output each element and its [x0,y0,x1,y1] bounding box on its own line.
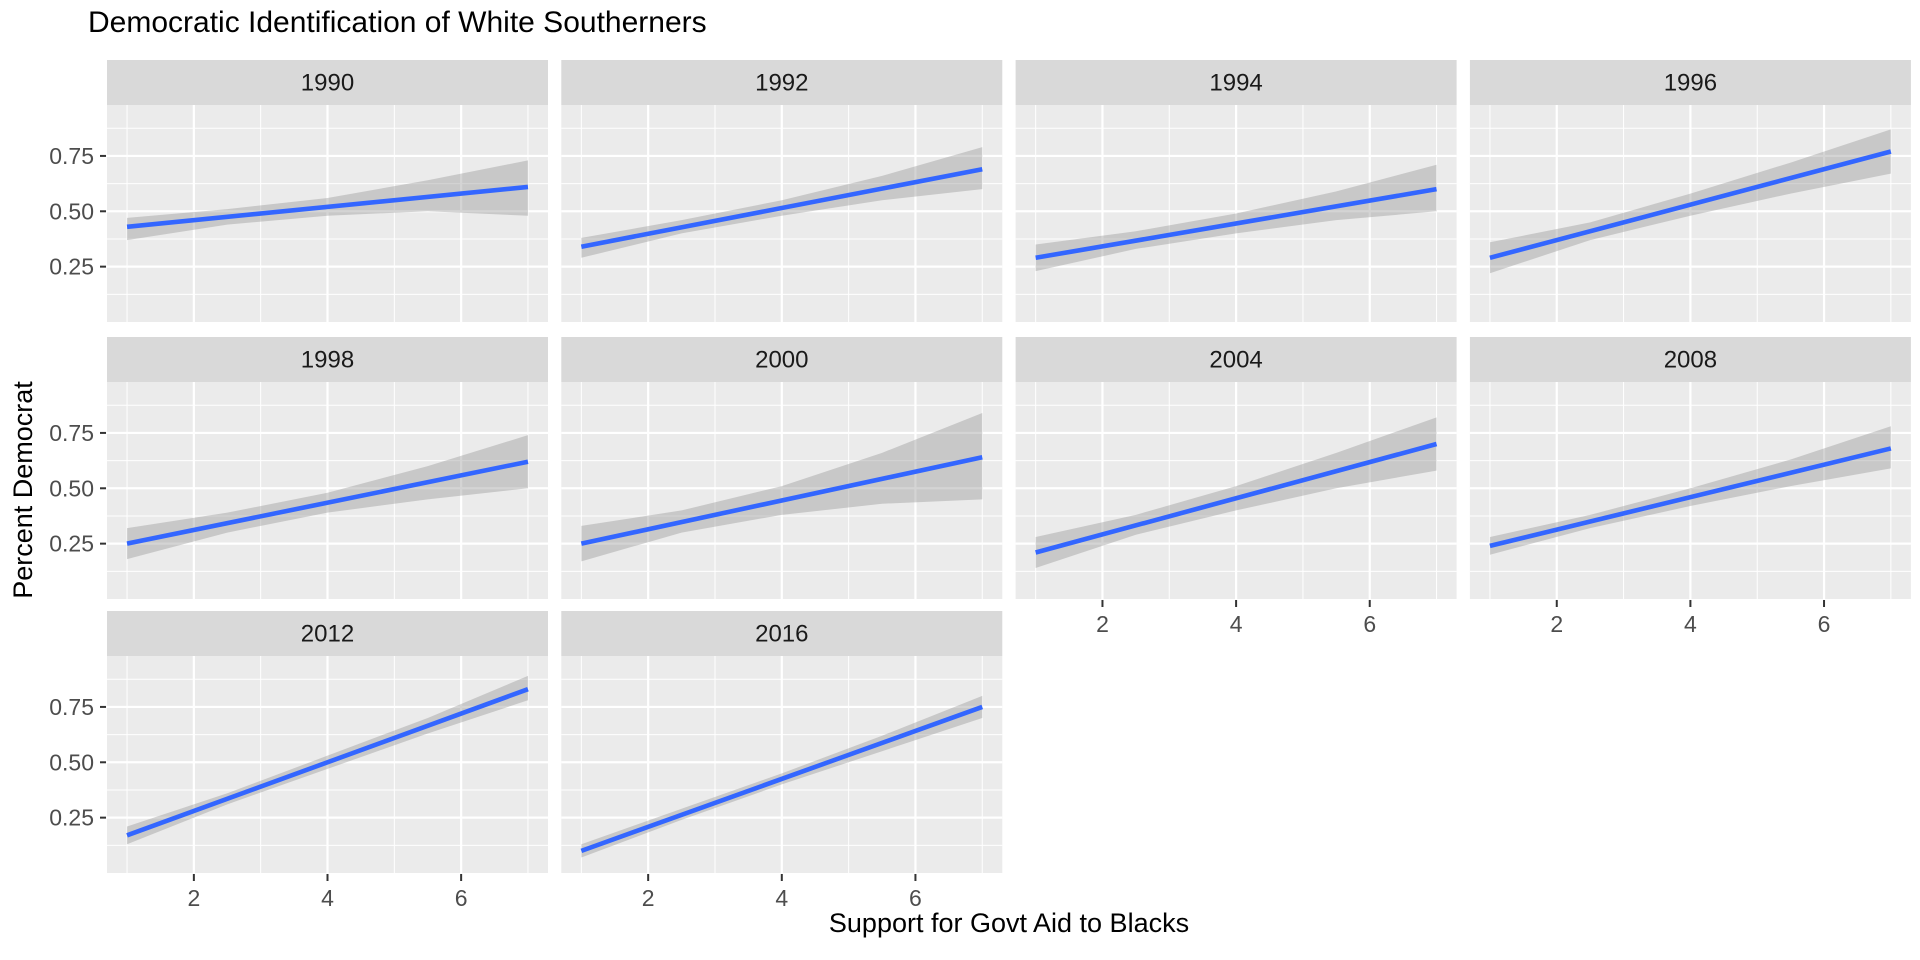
panel-gridlines [1469,105,1911,322]
x-tick-label: 6 [1818,611,1831,637]
facet-strip [561,337,1003,382]
facet-strip [1015,60,1457,105]
facet-strip [1469,60,1911,105]
y-tick-label: 0.50 [49,749,94,775]
confidence-band [127,435,528,560]
y-tick-label: 0.75 [49,143,94,169]
confidence-band [1035,417,1437,568]
trend-line [126,687,529,838]
facet-strip-label: 2000 [755,347,808,374]
trend-line [580,166,983,249]
y-tick-label: 0.25 [49,254,94,280]
facet-panel-2008: 2008 2 4 6 [1469,337,1911,637]
trend-line [1489,149,1892,261]
panel-gridlines [1469,382,1911,599]
facet-panel-1990: 1990 0.75 0.50 0.25 [49,60,548,322]
y-tick-label: 0.75 [49,694,94,720]
facet-panel-1994: 1994 [1015,60,1457,322]
facet-strip-label: 1996 [1664,70,1717,97]
x-tick-label: 2 [187,885,200,911]
facet-strip [1469,337,1911,382]
y-axis-title: Percent Democrat [8,381,38,599]
facet-strip-label: 1992 [755,70,808,97]
x-tick-label: 4 [775,885,788,911]
panel-gridlines [1015,105,1457,322]
confidence-band [127,160,528,241]
trend-line [580,455,983,546]
panel-gridlines [107,382,548,599]
y-tick-label: 0.25 [49,531,94,557]
confidence-band [581,147,983,258]
facet-panel-1992: 1992 [561,60,1003,322]
facet-strip-label: 2008 [1664,347,1717,374]
panel-gridlines [561,105,1003,322]
facet-strip-label: 2016 [755,621,808,648]
x-tick-label: 6 [455,885,468,911]
plot-title: Democratic Identification of White South… [88,6,707,39]
facet-strip-label: 2004 [1209,347,1262,374]
facet-strip [107,611,548,656]
facet-panel-2016: 2016 2 4 6 [561,611,1003,911]
facet-panel-2000: 2000 [561,337,1003,599]
confidence-band [1489,129,1891,274]
panel-gridlines [107,105,548,322]
x-tick-label: 2 [642,885,655,911]
facet-strip [107,337,548,382]
facet-panel-1996: 1996 [1469,60,1911,322]
trend-line [126,184,529,230]
facet-panel-2012: 2012 0.75 0.50 0.25 2 4 6 [49,611,548,911]
trend-line [1489,446,1892,549]
x-tick-label: 4 [321,885,334,911]
x-tick-label: 2 [1550,611,1563,637]
facet-strip [107,60,548,105]
facet-strip-label: 2012 [301,621,354,648]
x-tick-label: 4 [1230,611,1243,637]
trend-line [1035,186,1437,261]
x-tick-label: 4 [1684,611,1697,637]
trend-line [126,459,529,546]
panel-gridlines [561,382,1003,599]
y-tick-label: 0.50 [49,198,94,224]
facet-strip-label: 1990 [301,70,354,97]
y-tick-label: 0.75 [49,420,94,446]
trend-line [1035,441,1438,555]
x-axis-title: Support for Govt Aid to Blacks [828,908,1190,938]
facet-strip [561,60,1003,105]
panel-gridlines [1015,382,1457,599]
x-tick-label: 6 [1363,611,1376,637]
facet-strip [561,611,1003,656]
facet-strip-label: 1998 [301,347,354,374]
confidence-band [1035,164,1437,272]
x-tick-label: 6 [909,885,922,911]
y-tick-label: 0.25 [49,805,94,831]
trend-line [580,704,984,854]
facet-panel-2004: 2004 2 4 6 [1015,337,1457,637]
x-tick-label: 2 [1096,611,1109,637]
facet-strip-label: 1994 [1209,70,1262,97]
y-tick-label: 0.50 [49,475,94,501]
facet-panel-1998: 1998 0.75 0.50 0.25 [49,337,548,599]
panel-gridlines [561,656,1003,873]
facet-strip [1015,337,1457,382]
